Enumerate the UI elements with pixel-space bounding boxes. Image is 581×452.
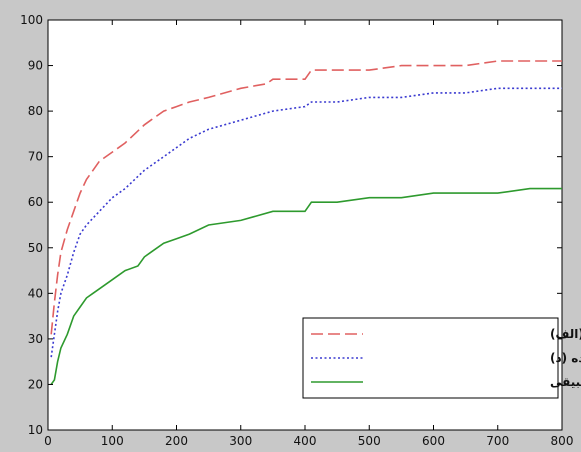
x-tick-label: 100 — [101, 434, 124, 448]
y-tick-label: 10 — [28, 423, 43, 437]
x-tick-label: 700 — [486, 434, 509, 448]
legend-box — [302, 317, 559, 399]
x-tick-label: 200 — [165, 434, 188, 448]
legend: روابط دارای قاعده (الف) روابط دارای قاعده… — [302, 317, 581, 399]
y-tick-label: 40 — [28, 286, 43, 300]
axes-layer: 0 100 200 300 400 500 600 700 800 10 20 30 40 50 60 70 8… — [20, 13, 573, 448]
series-line-1 — [50, 60, 562, 335]
y-tick-label: 90 — [28, 59, 43, 73]
x-tick-label: 400 — [294, 434, 317, 448]
y-tick-label: 60 — [28, 195, 43, 209]
y-tick-label: 70 — [28, 150, 43, 164]
x-tick-label: 800 — [551, 434, 574, 448]
legend-label-2: روابط دارای قاعده (د) — [550, 351, 581, 366]
x-tick-label: 500 — [358, 434, 381, 448]
x-tick-label: 0 — [44, 434, 52, 448]
y-tick-label: 80 — [28, 104, 43, 118]
x-tick-label: 600 — [422, 434, 445, 448]
series-layer — [50, 60, 562, 385]
x-tick-label: 300 — [229, 434, 252, 448]
y-tick-label: 30 — [28, 332, 43, 346]
y-tick-label: 20 — [28, 377, 43, 391]
y-tick-label: 50 — [28, 241, 43, 255]
legend-label-1: روابط دارای قاعده (الف) — [550, 327, 581, 342]
series-line-3 — [50, 187, 562, 385]
legend-label-3: دقت با انتخاب تطبیقی — [550, 375, 581, 389]
series-line-2 — [50, 87, 562, 358]
y-tick-label: 100 — [20, 13, 43, 27]
